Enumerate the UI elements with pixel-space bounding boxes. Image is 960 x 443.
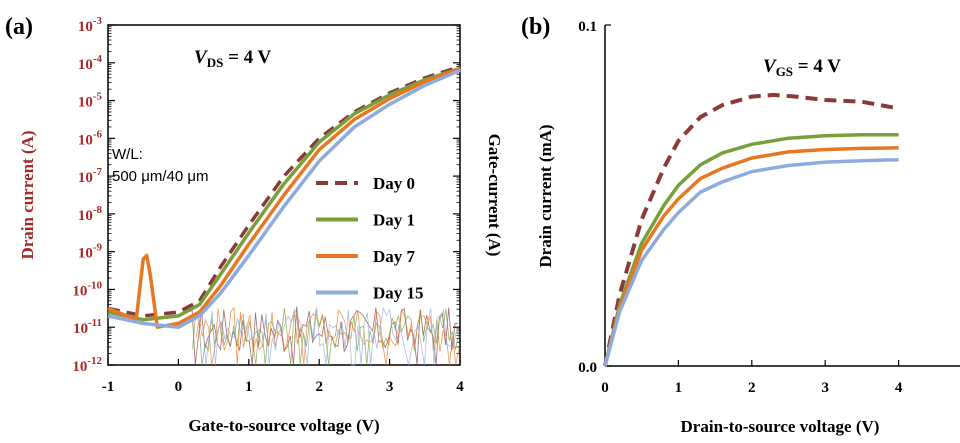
panel-a-plot-frame <box>107 24 461 366</box>
panel-a-gate-current-trace <box>188 306 459 366</box>
panel-a-series <box>107 64 461 366</box>
panel-b-y-tick-label: 0.1 <box>578 19 597 35</box>
panel-b-x-axis-title: Drain-to-source voltage (V) <box>681 417 880 436</box>
panel-a-legend-label: Day 1 <box>373 211 415 230</box>
panel-b-series-line <box>603 133 899 367</box>
panel-a-x-tick-label: -1 <box>102 379 115 395</box>
panel-a-wl-value: 500 μm/40 μm <box>112 168 209 185</box>
panel-b-series <box>603 92 899 367</box>
panel-a-y-axis-title: Drain current (A) <box>18 130 37 259</box>
panel-b-y-axis-title: Drain current (mA) <box>536 124 555 267</box>
panel-a-gate-current-trace <box>192 308 459 366</box>
panel-a-series-line <box>107 66 461 329</box>
panel-a-series-line <box>107 68 461 329</box>
panel-a-x-tick-label: 2 <box>315 379 323 395</box>
panel-a-gate-current-trace <box>199 306 460 366</box>
panel-b-vgs-annotation: VGS = 4 V <box>763 56 841 79</box>
panel-b-x-tick-label: 2 <box>748 380 756 396</box>
panel-a-y-tick-label: 10-11 <box>73 317 102 337</box>
panel-a-y-tick-label: 10-9 <box>78 242 103 262</box>
panel-a: (a) 10-310-410-510-610-710-810-910-1010-… <box>5 14 504 435</box>
panel-a-y-tick-label: 10-6 <box>78 128 103 148</box>
panel-a-label: (a) <box>5 14 33 40</box>
panel-b-y-ticks: 0.1 0.0 <box>578 19 611 376</box>
panel-a-x-tick-label: 0 <box>175 379 183 395</box>
panel-a-x-tick-label: 3 <box>386 379 394 395</box>
panel-a-x-axis-title: Gate-to-source voltage (V) <box>188 416 379 435</box>
panel-a-gate-current-trace <box>195 306 460 366</box>
panel-a-series-line <box>107 66 461 322</box>
panel-b-x-tick-label: 3 <box>821 380 829 396</box>
panel-a-vds-annotation: VDS = 4 V <box>194 47 272 70</box>
panel-b: (b) 0.10.0 012345 Drain current (mA) Dra… <box>521 14 960 436</box>
panel-b-series-line <box>603 146 899 367</box>
panel-a-y2-axis-title: Gate-current (A) <box>485 134 504 257</box>
panel-a-legend: Day 0 Day 1 Day 7 Day 15 <box>316 174 424 303</box>
panel-a-y-tick-label: 10-12 <box>72 355 102 375</box>
panel-a-wl-label: W/L: <box>112 146 143 163</box>
panel-a-y-tick-label: 10-3 <box>78 15 103 35</box>
panel-b-label: (b) <box>521 14 550 40</box>
panel-a-y-tick-label: 10-8 <box>78 204 103 224</box>
panel-a-legend-label: Day 15 <box>373 284 424 303</box>
panel-a-x-tick-label: 1 <box>245 379 253 395</box>
panel-a-legend-label: Day 0 <box>373 174 415 193</box>
panel-b-x-tick-label: 1 <box>675 380 683 396</box>
panel-a-y-tick-label: 10-5 <box>78 91 103 111</box>
panel-a-x-tick-label: 4 <box>456 379 464 395</box>
panel-a-y-tick-label: 10-10 <box>72 279 102 299</box>
panel-a-y-ticks: 10-3 10-4 10-5 10-6 10-7 10-8 10-9 10-10 10-11 10… <box>72 15 460 375</box>
panel-b-x-tick-label: 0 <box>601 380 609 396</box>
panel-a-y-tick-label: 10-7 <box>78 166 103 186</box>
panel-b-y-tick-label: 0.0 <box>578 360 597 376</box>
panel-b-x-tick-label: 4 <box>895 380 903 396</box>
panel-a-legend-label: Day 7 <box>373 247 416 266</box>
panel-b-series-line <box>603 92 899 367</box>
panel-a-x-ticks: -1 0 1 2 3 4 <box>102 359 464 395</box>
panel-b-series-line <box>603 157 899 367</box>
panel-a-y-tick-label: 10-4 <box>78 53 103 73</box>
